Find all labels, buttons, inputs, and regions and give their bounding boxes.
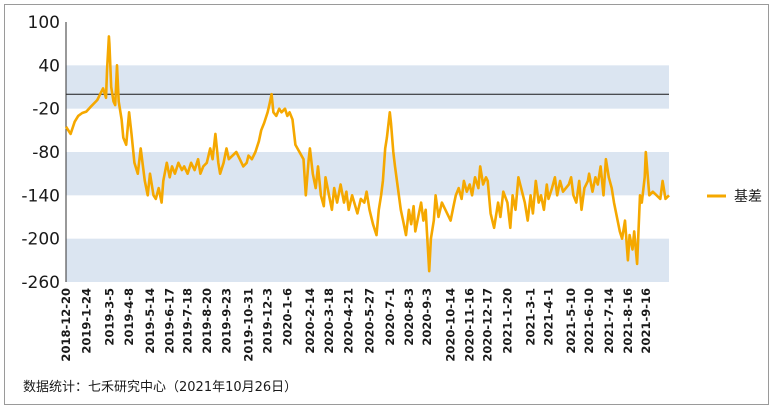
legend-label: 基差: [734, 188, 762, 205]
legend: 基差: [707, 188, 762, 205]
x-tick-label: 2021-4-1: [542, 288, 556, 346]
shaded-bands: [66, 65, 669, 282]
y-tick-label: -140: [21, 186, 60, 206]
x-tick-label: 2019-12-3: [261, 288, 275, 354]
x-tick-label: 2019-7-18: [181, 288, 195, 354]
x-tick-label: 2020-5-27: [363, 288, 377, 354]
x-tick-label: 2019-10-31: [241, 288, 255, 362]
y-tick-label: -260: [21, 273, 60, 293]
x-tick-label: 2020-8-3: [402, 288, 416, 346]
y-tick-label: -200: [21, 230, 60, 250]
y-axis: 100 40 -20 -80 -140 -200 -260: [21, 13, 67, 293]
series-group: [64, 35, 670, 273]
x-tick-label: 2020-9-3: [420, 288, 434, 346]
x-tick-label: 2021-9-16: [639, 288, 653, 354]
shaded-band-1: [66, 152, 669, 196]
y-tick-label: 100: [28, 13, 60, 33]
x-tick-label: 2019-1-24: [79, 288, 93, 354]
x-tick-label: 2021-7-14: [602, 288, 616, 354]
x-tick-label: 2020-3-18: [322, 288, 336, 354]
x-tick-label: 2019-8-20: [200, 288, 214, 354]
x-tick-label: 2021-3-1: [524, 288, 538, 346]
x-axis: 2018-12-20 2019-1-24 2019-3-5 2019-4-8 2019-…: [59, 288, 653, 362]
y-tick-label: -80: [32, 143, 60, 163]
y-tick-label: 40: [38, 56, 60, 76]
x-tick-label: 2020-10-14: [444, 288, 458, 362]
x-tick-label: 2020-11-16: [463, 288, 477, 362]
x-tick-label: 2019-4-8: [122, 288, 136, 346]
shaded-band-2: [66, 238, 669, 282]
x-tick-label: 2021-5-10: [564, 288, 578, 354]
x-tick-label: 2021-1-20: [500, 288, 514, 354]
x-tick-label: 2020-1-6: [280, 288, 294, 346]
x-tick-label: 2019-5-14: [143, 288, 157, 354]
x-tick-label: 2020-2-14: [303, 288, 317, 354]
x-tick-label: 2019-9-23: [219, 288, 233, 354]
shaded-band-0: [66, 65, 669, 109]
x-tick-label: 2019-6-17: [163, 288, 177, 354]
source-note: 数据统计：七禾研究中心（2021年10月26日）: [23, 380, 298, 395]
x-tick-label: 2020-12-17: [481, 288, 495, 362]
y-tick-label: -20: [32, 100, 60, 120]
x-tick-label: 2019-3-5: [102, 288, 116, 346]
x-tick-label: 2021-6-10: [582, 288, 596, 354]
x-tick-label: 2020-7-1: [383, 288, 397, 346]
x-tick-label: 2020-4-21: [342, 288, 356, 354]
series-line-0: [64, 35, 670, 273]
x-tick-label: 2018-12-20: [59, 288, 73, 362]
x-tick-label: 2021-8-16: [621, 288, 635, 354]
